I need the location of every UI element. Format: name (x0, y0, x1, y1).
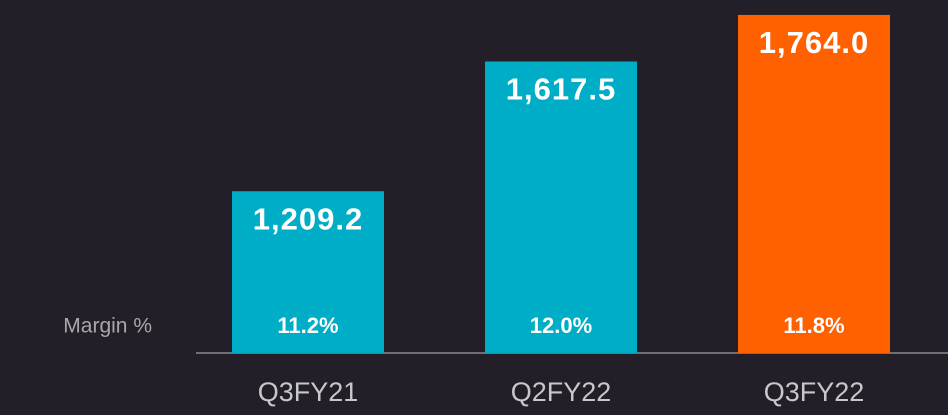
x-tick-label: Q3FY22 (764, 377, 865, 407)
margin-value: 12.0% (530, 313, 592, 338)
value-label: 1,617.5 (506, 72, 616, 107)
x-tick-label: Q2FY22 (511, 377, 612, 407)
value-label: 1,209.2 (253, 201, 363, 236)
margin-label: Margin % (63, 315, 152, 338)
bar (232, 191, 384, 353)
bar (485, 61, 637, 353)
margin-value: 11.2% (277, 313, 338, 338)
value-label: 1,764.0 (759, 25, 869, 60)
margin-value: 11.8% (783, 313, 844, 338)
bar (738, 14, 890, 354)
x-tick-label: Q3FY21 (258, 377, 359, 407)
